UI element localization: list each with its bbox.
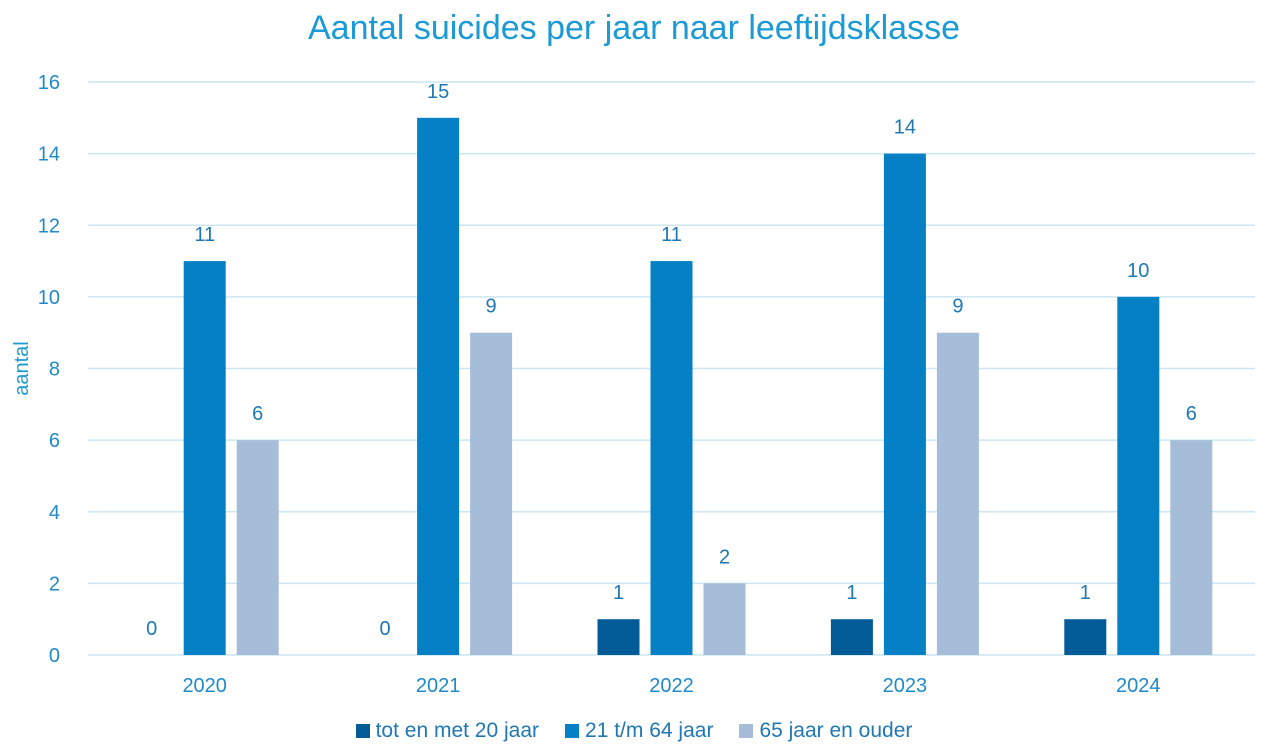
data-label: 0 [380,618,391,640]
data-label: 1 [613,582,624,604]
data-label: 6 [252,403,263,425]
data-label: 11 [661,224,682,246]
data-label: 15 [427,81,449,103]
data-label: 10 [1127,260,1149,282]
bar [1170,440,1213,655]
chart-legend: tot en met 20 jaar 21 t/m 64 jaar 65 jaar … [0,718,1268,744]
bar [883,153,926,655]
bar [470,332,513,655]
x-tick-label: 2021 [416,675,461,697]
x-tick-label: 2022 [649,675,694,697]
data-label: 9 [486,296,497,318]
data-label: 2 [719,546,730,568]
legend-swatch [355,724,370,738]
y-tick-label: 14 [38,144,60,166]
bar [597,619,640,655]
legend-item: 65 jaar en ouder [739,718,912,744]
legend-label: tot en met 20 jaar [375,719,540,742]
legend-swatch [739,724,754,738]
y-tick-label: 8 [49,359,60,381]
legend-label: 21 t/m 64 jaar [585,719,714,742]
y-axis-label: aantal [11,341,33,396]
data-label: 14 [894,117,916,139]
legend-item: 21 t/m 64 jaar [565,718,713,744]
bar [650,261,693,655]
data-label: 11 [194,224,215,246]
bar [236,440,279,655]
y-tick-label: 6 [49,430,60,452]
data-label: 1 [846,582,857,604]
data-label: 0 [146,618,157,640]
y-tick-label: 2 [49,573,60,595]
bar [830,619,873,655]
chart-title: Aantal suicides per jaar naar leeftijdsk… [307,9,960,47]
data-label: 6 [1186,403,1197,425]
x-tick-label: 2020 [182,675,227,697]
y-tick-label: 4 [49,502,60,524]
y-tick-label: 12 [38,215,60,237]
data-label: 1 [1080,582,1091,604]
x-tick-label: 2023 [883,675,928,697]
bar [1117,296,1160,655]
y-tick-label: 0 [49,645,60,667]
x-tick-label: 2024 [1116,675,1161,697]
legend-item: tot en met 20 jaar [355,718,540,744]
bar [183,261,226,655]
bar [417,117,460,655]
bar [703,583,746,655]
y-tick-label: 16 [38,72,60,94]
data-label: 9 [952,296,963,318]
legend-swatch [565,724,580,738]
bar [936,332,979,655]
y-tick-label: 10 [38,287,60,309]
bar [1064,619,1107,655]
legend-label: 65 jaar en ouder [759,719,913,742]
